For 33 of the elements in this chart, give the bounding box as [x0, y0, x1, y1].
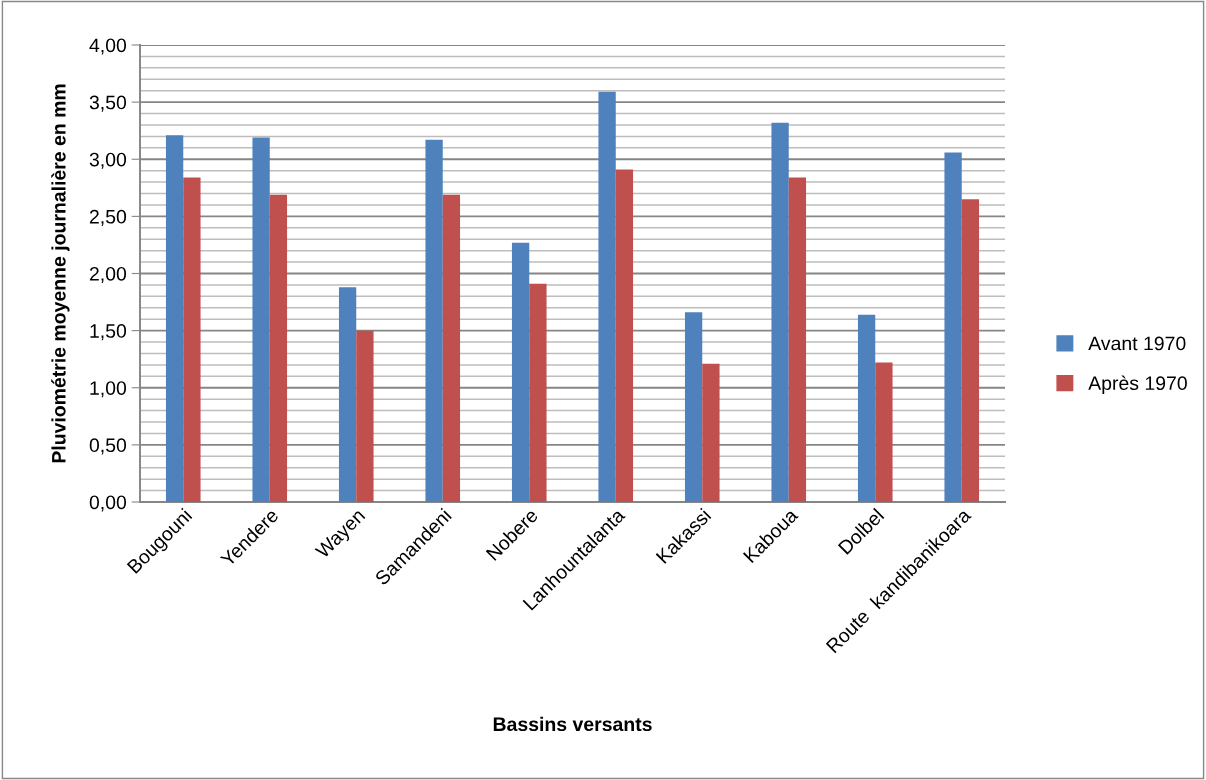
- bar: [857, 314, 876, 502]
- legend-label: Avant 1970: [1088, 336, 1186, 351]
- bar: [771, 122, 789, 502]
- y-tick-label: 0,50: [89, 438, 127, 455]
- bar: [511, 242, 530, 502]
- bar: [875, 362, 893, 502]
- bar: [338, 287, 357, 502]
- bar: [269, 194, 288, 502]
- bar: [183, 177, 201, 502]
- y-tick-label: 4,00: [89, 38, 127, 55]
- x-axis-title: Bassins versants: [493, 716, 652, 732]
- y-tick-label: 1,00: [90, 381, 127, 398]
- bar: [702, 363, 720, 502]
- y-axis-title: Pluviométrie moyenne journalière en mm: [51, 84, 70, 463]
- bar: [961, 199, 980, 502]
- y-tick-label: 3,50: [89, 95, 127, 112]
- legend-label: Après 1970: [1088, 375, 1187, 394]
- bar: [598, 91, 616, 502]
- bar: [252, 137, 270, 502]
- y-tick-label: 3,00: [89, 152, 127, 169]
- y-tick-label: 2,00: [89, 266, 127, 284]
- bar: [529, 283, 547, 502]
- y-tick-label: 0,00: [89, 495, 127, 512]
- bar: [165, 135, 184, 502]
- y-tick-label: 2,50: [89, 209, 127, 226]
- bar: [944, 152, 962, 502]
- bar: [425, 139, 443, 502]
- bar: [788, 177, 807, 502]
- bar: [442, 194, 461, 502]
- y-tick-label: 1,50: [90, 324, 127, 341]
- bar: [684, 312, 703, 502]
- bar: [356, 330, 374, 502]
- bar: [615, 169, 634, 502]
